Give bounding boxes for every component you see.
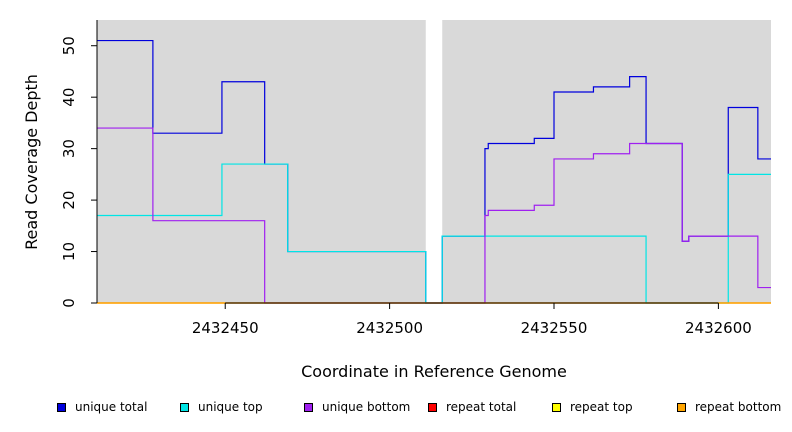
gap-region (425, 20, 443, 303)
x-tick-label: 2432600 (685, 319, 752, 337)
x-tick-label: 2432450 (192, 319, 259, 337)
x-tick-label: 2432500 (356, 319, 423, 337)
legend-swatch (304, 402, 313, 412)
legend-item: unique total (57, 400, 147, 414)
legend-item: unique top (180, 400, 263, 414)
legend: unique total unique top unique bottom repea… (0, 400, 792, 420)
x-axis-title: Coordinate in Reference Genome (301, 362, 567, 381)
legend-label: unique total (75, 400, 148, 414)
legend-swatch (180, 402, 189, 412)
legend-label: unique bottom (322, 400, 411, 414)
y-tick-label: 0 (60, 298, 78, 308)
y-tick-label: 30 (60, 139, 78, 158)
y-tick-label: 50 (60, 36, 78, 55)
series-line-unique-bottom (97, 127, 771, 304)
legend-item: repeat top (552, 400, 633, 414)
legend-label: repeat top (570, 400, 633, 414)
legend-item: unique bottom (304, 400, 410, 414)
y-tick-label: 20 (60, 191, 78, 210)
legend-label: unique top (198, 400, 263, 414)
legend-label: repeat bottom (695, 400, 782, 414)
axis-layer: 0 10 20 30 40 50 2432450 2432500 2432550 2432600 (60, 20, 752, 337)
legend-swatch (552, 402, 561, 412)
legend-swatch (428, 402, 437, 412)
y-axis-title: Read Coverage Depth (22, 74, 41, 250)
legend-item: repeat bottom (677, 400, 781, 414)
legend-swatch (57, 402, 66, 412)
y-tick-label: 40 (60, 88, 78, 107)
legend-item: repeat total (428, 400, 516, 414)
y-tick-label: 10 (60, 242, 78, 261)
legend-swatch (677, 402, 686, 412)
legend-label: repeat total (446, 400, 517, 414)
x-tick-label: 2432550 (521, 319, 588, 337)
